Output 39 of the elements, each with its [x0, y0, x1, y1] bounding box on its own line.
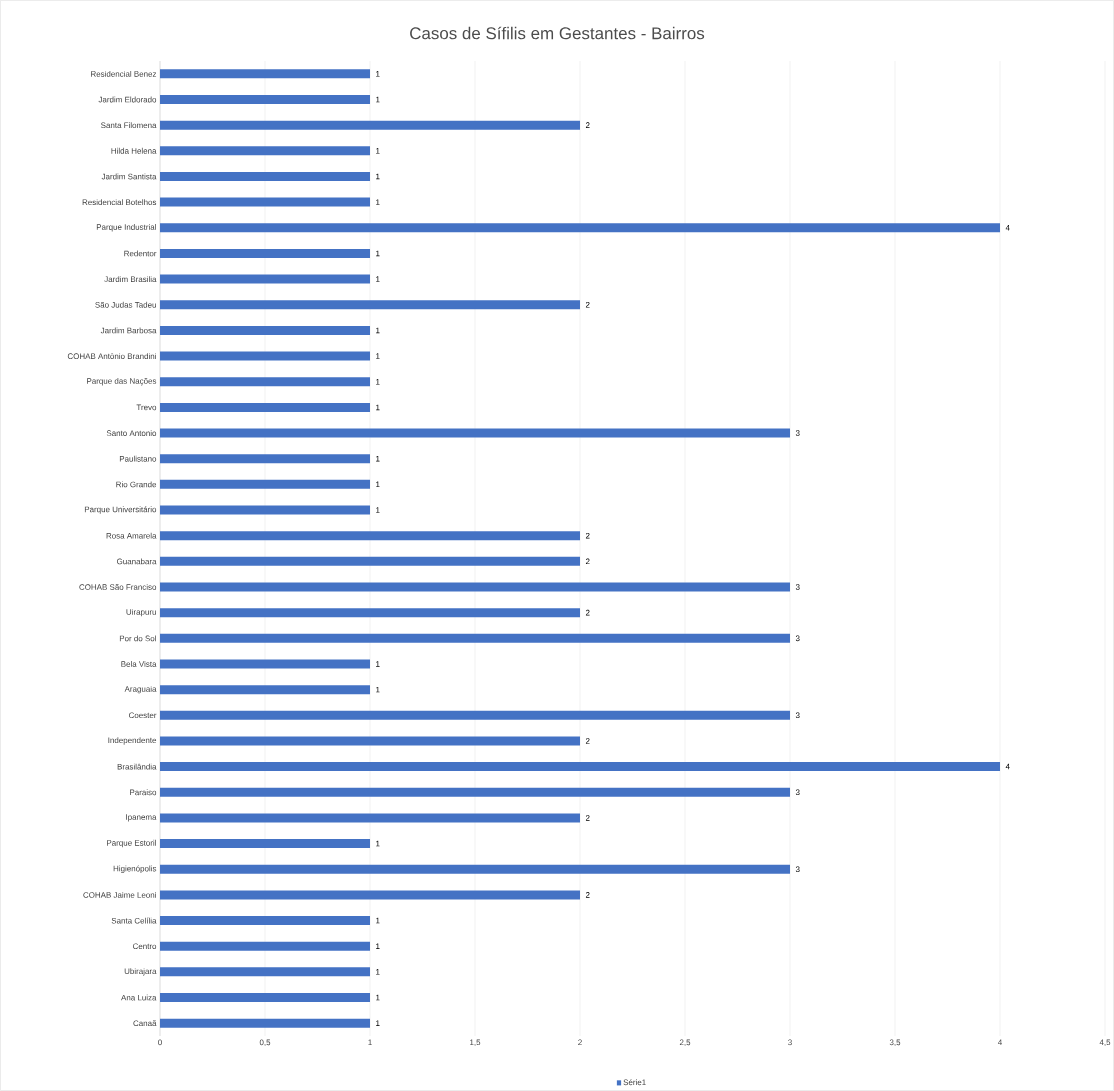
chart-title: Casos de Sífilis em Gestantes - Bairros: [410, 26, 705, 40]
bar: [160, 864, 791, 874]
bar: [160, 223, 1001, 233]
bar: [160, 659, 370, 669]
bar: [160, 1018, 370, 1028]
bar: [160, 479, 370, 489]
bar: [160, 94, 370, 104]
bar: [160, 762, 1001, 772]
bar: [160, 454, 370, 464]
bar: [160, 685, 370, 695]
bar: [160, 351, 370, 361]
bar: [160, 916, 370, 926]
bar: [160, 710, 791, 720]
bar: [160, 993, 370, 1003]
bar: [160, 582, 791, 592]
bar: [160, 69, 370, 79]
bar: [160, 736, 580, 746]
bar: [160, 248, 370, 258]
bar: [160, 274, 370, 284]
bar: [160, 505, 370, 515]
bar: [160, 197, 370, 207]
bar: [160, 890, 580, 900]
bar: [160, 556, 580, 566]
bar: [160, 377, 370, 387]
bar: [160, 171, 370, 181]
bar: [160, 813, 580, 823]
bar: [160, 402, 370, 412]
bar: [160, 146, 370, 156]
bar: [160, 608, 580, 618]
bar: [160, 300, 580, 310]
bar: [160, 325, 370, 335]
bar: [160, 428, 791, 438]
bar: [160, 839, 370, 849]
bar: [160, 531, 580, 541]
bar: [160, 120, 580, 130]
bar: [160, 967, 370, 977]
bar: [160, 633, 791, 643]
bar: [160, 787, 791, 797]
bar: [160, 941, 370, 951]
